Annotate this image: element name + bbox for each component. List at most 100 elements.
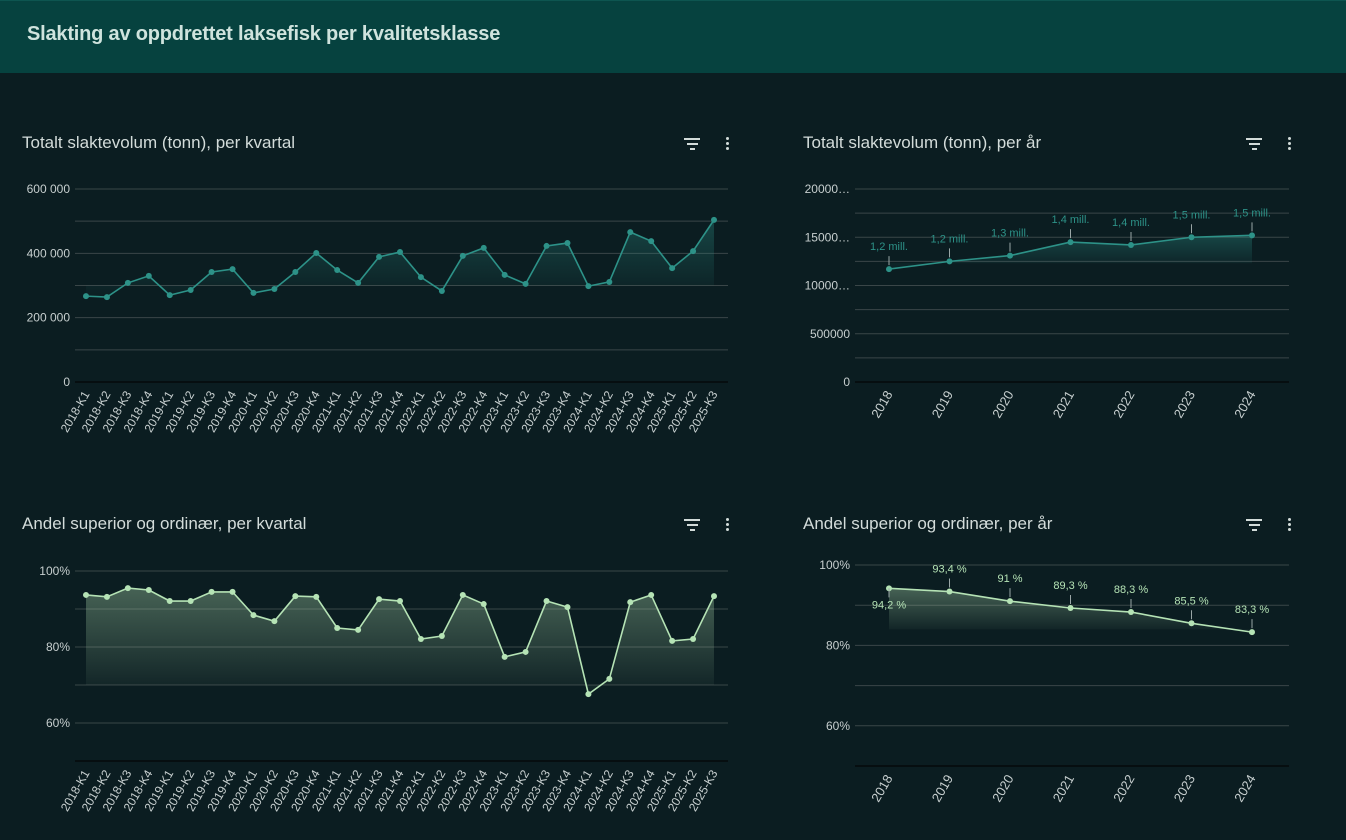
data-point xyxy=(606,675,613,682)
data-point xyxy=(438,287,445,294)
data-point xyxy=(355,279,362,286)
data-label: 1,2 mill. xyxy=(870,241,908,253)
data-point xyxy=(271,286,278,293)
y-tick-label: 0 xyxy=(63,375,70,389)
x-tick-label: 2022 xyxy=(1110,388,1137,421)
data-point xyxy=(1128,609,1134,616)
series-area xyxy=(86,219,714,298)
data-point xyxy=(145,587,152,593)
y-tick-label: 200 000 xyxy=(27,311,71,325)
data-point xyxy=(376,253,383,260)
data-point xyxy=(334,267,341,274)
data-point xyxy=(480,601,487,608)
y-tick-label: 0 xyxy=(843,375,850,389)
more-options-icon[interactable] xyxy=(1287,137,1291,151)
data-label: 1,3 mill. xyxy=(991,228,1029,240)
data-point xyxy=(459,252,466,259)
data-point xyxy=(480,244,487,251)
data-point xyxy=(355,626,362,633)
data-point xyxy=(1188,234,1195,241)
data-point xyxy=(585,691,592,698)
dashboard-title: Slakting av oppdrettet laksefisk per kva… xyxy=(27,23,501,45)
data-point xyxy=(397,249,403,256)
data-point xyxy=(669,637,676,644)
data-point xyxy=(1067,605,1074,612)
data-point xyxy=(543,242,550,249)
data-point xyxy=(585,283,592,290)
data-label: 89,3 % xyxy=(1053,580,1087,592)
data-label: 91 % xyxy=(997,573,1022,585)
data-point xyxy=(438,632,445,639)
x-tick-label: 2018 xyxy=(868,772,895,805)
dashboard-header: Slakting av oppdrettet laksefisk per kva… xyxy=(0,0,1346,73)
data-point xyxy=(711,593,717,600)
chart-title-yearly-volume: Totalt slaktevolum (tonn), per år xyxy=(803,133,1042,152)
data-point xyxy=(1128,241,1134,248)
data-label: 1,2 mill. xyxy=(931,233,969,245)
data-point xyxy=(459,591,466,598)
data-point xyxy=(292,593,299,600)
more-options-icon[interactable] xyxy=(725,137,729,151)
x-tick-label: 2022 xyxy=(1110,772,1137,805)
data-label: 85,5 % xyxy=(1174,595,1208,607)
data-point xyxy=(627,229,634,236)
data-point xyxy=(522,280,529,287)
data-point xyxy=(313,593,320,600)
data-point xyxy=(1188,620,1195,627)
filter-icon[interactable] xyxy=(684,138,700,150)
data-point xyxy=(522,648,529,655)
more-options-icon[interactable] xyxy=(725,518,729,532)
x-tick-label: 2023 xyxy=(1171,772,1198,805)
series-area xyxy=(86,588,714,695)
y-tick-label: 10000… xyxy=(805,279,850,293)
data-label: 1,5 mill. xyxy=(1173,209,1211,221)
data-label: 94,2 % xyxy=(872,599,906,611)
y-tick-label: 100% xyxy=(819,558,850,572)
x-tick-label: 2024 xyxy=(1231,772,1258,805)
data-point xyxy=(292,268,299,275)
x-tick-label: 2019 xyxy=(929,772,956,805)
data-label: 1,5 mill. xyxy=(1233,207,1271,219)
data-label: 88,3 % xyxy=(1114,584,1148,596)
x-tick-label: 2021 xyxy=(1050,772,1077,805)
filter-icon[interactable] xyxy=(1246,138,1262,150)
y-tick-label: 100% xyxy=(39,564,70,578)
data-point xyxy=(564,240,571,247)
y-tick-label: 80% xyxy=(46,640,70,654)
data-point xyxy=(208,588,215,595)
data-point xyxy=(166,292,173,299)
data-point xyxy=(103,593,110,600)
data-point xyxy=(397,598,403,605)
more-options-icon[interactable] xyxy=(1287,518,1291,532)
x-tick-label: 2023 xyxy=(1171,388,1198,421)
y-tick-label: 400 000 xyxy=(27,246,71,260)
data-point xyxy=(564,604,571,611)
filter-icon[interactable] xyxy=(1246,519,1262,531)
data-point xyxy=(606,278,613,285)
data-point xyxy=(417,636,424,643)
data-point xyxy=(648,591,655,598)
data-point xyxy=(83,591,89,598)
data-point xyxy=(145,272,152,279)
data-point xyxy=(648,238,655,245)
x-tick-label: 2020 xyxy=(989,388,1016,421)
data-point xyxy=(229,266,236,273)
data-point xyxy=(83,293,89,300)
data-point xyxy=(690,636,697,643)
data-point xyxy=(543,598,550,605)
data-point xyxy=(271,618,278,625)
data-point xyxy=(690,248,697,255)
data-point xyxy=(187,287,194,294)
y-tick-label: 80% xyxy=(826,638,850,652)
data-point xyxy=(208,268,215,275)
y-tick-label: 60% xyxy=(46,716,70,730)
data-point xyxy=(886,266,892,273)
filter-icon[interactable] xyxy=(684,519,700,531)
chart-title-quarterly-share: Andel superior og ordinær, per kvartal xyxy=(22,514,307,533)
y-tick-label: 20000… xyxy=(805,182,850,196)
data-point xyxy=(376,596,383,603)
data-point xyxy=(1067,239,1074,246)
y-tick-label: 15000… xyxy=(805,230,850,244)
data-point xyxy=(103,294,110,301)
